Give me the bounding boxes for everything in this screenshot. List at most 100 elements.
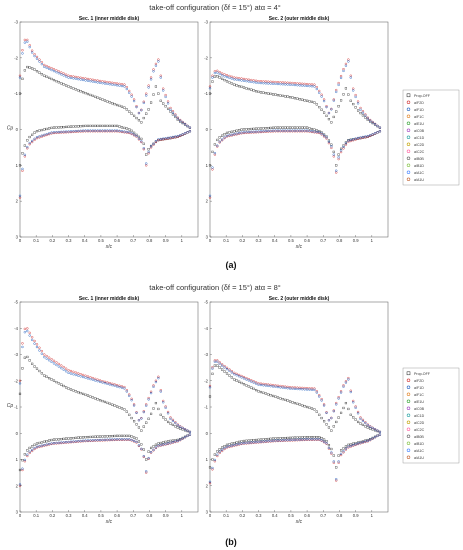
data-point: [335, 479, 338, 482]
data-point: [118, 125, 121, 128]
data-point: [166, 420, 170, 424]
data-point: [28, 141, 31, 145]
data-point: [344, 447, 348, 450]
data-point: [371, 133, 374, 136]
data-point: [359, 136, 362, 140]
data-point: [264, 392, 267, 395]
data-point: [96, 96, 99, 99]
data-point: [313, 101, 316, 104]
data-point: [40, 441, 43, 444]
data-point: [74, 373, 78, 377]
data-point: [38, 441, 41, 445]
data-point: [208, 87, 212, 90]
x-tick-label: 0.7: [130, 238, 136, 243]
data-point: [52, 78, 56, 82]
data-point: [298, 386, 301, 389]
data-point: [352, 443, 355, 447]
data-point: [103, 129, 107, 132]
data-point: [233, 78, 236, 81]
data-point: [18, 194, 22, 197]
data-point: [332, 99, 335, 102]
data-point: [77, 129, 80, 133]
data-point: [330, 429, 333, 432]
data-point: [264, 383, 268, 386]
data-point: [84, 124, 87, 127]
data-point: [211, 76, 214, 79]
x-tick-label: 0.4: [82, 513, 88, 518]
data-point: [94, 124, 97, 127]
data-point: [218, 361, 221, 364]
data-point: [310, 407, 314, 410]
data-point: [286, 95, 289, 98]
data-point: [186, 131, 189, 134]
legend-marker: [406, 156, 411, 161]
data-point: [113, 124, 116, 127]
x-tick-label: 0.5: [98, 238, 104, 243]
legend: Prop-OFFa/F2Da/F1Da/F1Ca/E1Ua/C0Ba/C1Da/…: [402, 367, 460, 464]
data-point: [166, 440, 170, 443]
data-point: [137, 419, 141, 422]
data-point: [306, 99, 309, 102]
data-point: [84, 439, 87, 442]
data-point: [279, 82, 282, 86]
data-point: [162, 443, 165, 446]
data-point: [125, 130, 128, 134]
data-point: [82, 124, 85, 128]
data-point: [43, 128, 46, 131]
data-point: [293, 386, 297, 389]
data-point: [26, 453, 29, 456]
data-point: [28, 451, 31, 455]
data-point: [106, 401, 109, 404]
data-point: [69, 125, 73, 128]
data-point: [216, 145, 219, 148]
data-point: [23, 144, 26, 147]
data-point: [250, 386, 253, 389]
data-point: [35, 442, 39, 445]
data-point: [250, 88, 253, 91]
data-point: [259, 440, 263, 443]
legend-label: a/E1U: [414, 400, 424, 404]
data-point: [57, 131, 61, 134]
data-point: [237, 375, 241, 378]
data-point: [259, 390, 263, 394]
data-point: [72, 373, 75, 376]
data-point: [259, 438, 263, 441]
data-point: [233, 378, 236, 381]
data-point: [301, 438, 304, 441]
x-tick-label: 0.9: [353, 238, 359, 243]
data-point: [77, 436, 80, 439]
data-point: [208, 384, 212, 388]
data-point: [171, 440, 175, 444]
data-point: [135, 440, 138, 444]
data-point: [47, 132, 51, 135]
chart-panel: Sec. 2 (outer middle disk)0 0.1 0.2 0.3 0.4 0…: [204, 16, 389, 250]
data-point: [65, 84, 68, 87]
data-point: [130, 416, 133, 420]
data-point: [89, 130, 92, 133]
data-point: [26, 327, 29, 330]
data-point: [89, 395, 92, 398]
data-point: [28, 446, 31, 450]
data-point: [284, 126, 287, 129]
x-tick-label: 0.2: [49, 238, 55, 243]
y-tick-label: 1: [206, 163, 209, 168]
y-tick-label: -3: [14, 352, 18, 357]
data-point: [315, 438, 318, 441]
data-point: [225, 367, 229, 371]
data-point: [332, 425, 335, 428]
data-point: [242, 131, 246, 134]
data-point: [149, 450, 153, 454]
data-point: [281, 439, 284, 442]
data-point: [361, 135, 365, 139]
data-point: [303, 405, 306, 408]
data-point: [247, 128, 250, 131]
data-point: [250, 80, 253, 84]
data-point: [257, 131, 260, 134]
legend-marker: [406, 427, 411, 431]
data-point: [188, 130, 192, 133]
data-point: [272, 93, 275, 96]
data-point: [289, 126, 292, 129]
data-point: [276, 130, 280, 133]
data-point: [208, 386, 212, 389]
data-point: [35, 70, 39, 73]
